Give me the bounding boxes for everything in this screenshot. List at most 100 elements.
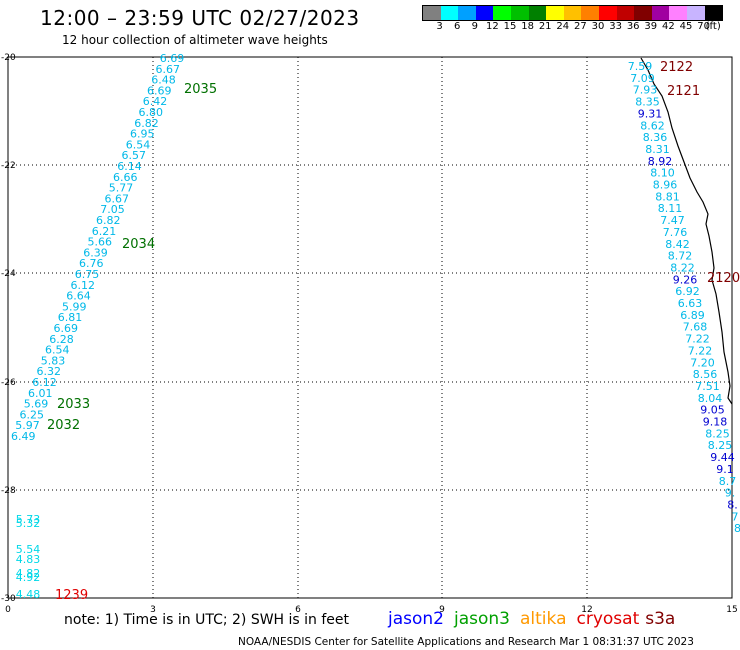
swh-value: 8. (727, 498, 738, 511)
colorbar-label: 45 (679, 21, 693, 32)
colorbar-swatch (423, 6, 441, 20)
swh-value: 6.54 (45, 344, 70, 357)
swh-value: 5.77 (109, 182, 134, 195)
swh-value: 7 (732, 510, 739, 523)
pass-time-label: 2122 (660, 60, 693, 75)
x-tick-label: 3 (150, 605, 156, 615)
swh-value: 6.39 (83, 246, 108, 259)
swh-value: 8.35 (635, 96, 660, 109)
swh-value: 6.32 (37, 365, 62, 378)
pass-time-label: 2033 (57, 397, 90, 412)
pass-time-label: 2035 (184, 82, 217, 97)
swh-value: 6.12 (71, 279, 96, 292)
swh-value: 6.48 (151, 74, 176, 87)
swh-value: 8.04 (698, 392, 723, 405)
pass-time-label: 2034 (122, 237, 155, 252)
swh-value: 7.68 (683, 321, 708, 334)
colorbar-swatch (475, 6, 494, 20)
colorbar-swatch (528, 6, 547, 20)
legend-satellite-altika: altika (520, 609, 567, 629)
swh-value: 9.05 (700, 404, 725, 417)
swh-value: 6.64 (66, 290, 91, 303)
colorbar-label: 12 (486, 21, 499, 32)
swh-value: 8.7 (719, 475, 737, 488)
colorbar-label: 3 (436, 21, 443, 32)
swh-value: 7.05 (100, 203, 125, 216)
swh-value: 6.69 (54, 322, 79, 335)
swh-value: 8.11 (658, 202, 683, 215)
map-subtitle: 12 hour collection of altimeter wave hei… (62, 33, 328, 47)
colorbar-swatch (598, 6, 617, 20)
swh-value: 8.81 (655, 190, 680, 203)
pass-time-label: 2032 (47, 418, 80, 433)
colorbar-label: 15 (503, 21, 517, 32)
x-tick-label: 0 (5, 605, 11, 615)
swh-value: 6.81 (58, 311, 83, 324)
legend-satellite-jason3: jason3 (454, 609, 510, 629)
colorbar-label: 24 (556, 21, 570, 32)
colorbar-swatch (634, 6, 652, 20)
swh-value: 6.92 (675, 285, 700, 298)
swh-value: 6.66 (113, 171, 138, 184)
colorbar-swatch (493, 6, 511, 20)
swh-value: 8.25 (708, 439, 733, 452)
colorbar-label: 42 (662, 21, 675, 32)
swh-value: 6.75 (75, 268, 100, 281)
colorbar-swatch (704, 6, 723, 20)
footer-credit: NOAA/NESDIS Center for Satellite Applica… (238, 636, 694, 648)
y-tick-label: -20 (1, 53, 16, 63)
swh-value: 6.63 (678, 297, 703, 310)
colorbar-label: 36 (626, 21, 640, 32)
colorbar-label: 21 (538, 21, 552, 32)
swh-value: 4.83 (16, 553, 41, 566)
swh-value: 6.54 (126, 138, 151, 151)
colorbar-label: 30 (591, 21, 605, 32)
swh-value: 9.26 (673, 273, 698, 286)
swh-value: 6.76 (79, 257, 104, 270)
footer-note: note: 1) Time is in UTC; 2) SWH is in fe… (64, 612, 350, 628)
legend-satellite-cryosat: cryosat (576, 609, 640, 629)
swh-value: 5.32 (16, 517, 41, 530)
colorbar-label: (ft) (705, 21, 721, 32)
swh-value: 6.25 (20, 408, 45, 421)
colorbar-swatch (563, 6, 582, 20)
swh-value: 8.92 (648, 155, 673, 168)
colorbar-swatch (686, 6, 705, 20)
legend-satellite-s3a: s3a (645, 609, 676, 629)
x-tick-label: 15 (726, 605, 737, 615)
swh-value: 6.80 (139, 106, 164, 119)
map-title: 12:00 – 23:59 UTC 02/27/2023 (40, 6, 360, 30)
swh-value: 9.1 (716, 463, 734, 476)
swh-value: 8.96 (653, 179, 678, 192)
pass-time-label: 2121 (667, 84, 700, 99)
colorbar-label: 27 (574, 21, 587, 32)
swh-value: 7.22 (688, 344, 713, 357)
swh-value: 9.44 (710, 451, 735, 464)
swh-value: 5.73 (16, 513, 41, 526)
swh-value: 5.99 (62, 300, 87, 313)
x-tick-label: 6 (295, 605, 301, 615)
y-tick-label: -26 (1, 378, 16, 388)
y-tick-label: -28 (1, 486, 16, 496)
pass-time-label: 2120 (707, 271, 740, 286)
colorbar-label: 18 (521, 21, 534, 32)
y-tick-label: -22 (1, 161, 16, 171)
swh-value: 5.97 (15, 419, 40, 432)
legend-satellite-jason2: jason2 (388, 609, 444, 629)
swh-value: 8.36 (643, 131, 668, 144)
swh-value: 7.20 (690, 356, 715, 369)
swh-value: 8.25 (705, 427, 730, 440)
swh-value: 4.48 (16, 588, 41, 601)
swh-value: 6.82 (96, 214, 121, 227)
x-tick-label: 9 (439, 605, 445, 615)
colorbar-swatch (458, 6, 476, 20)
swh-value: 5.54 (16, 543, 41, 556)
swh-value: 8.62 (640, 119, 665, 132)
swh-value: 6.82 (134, 117, 159, 130)
swh-value: 7.93 (633, 84, 658, 97)
swh-value: 7.51 (695, 380, 720, 393)
swh-value: 5.69 (24, 398, 49, 411)
swh-value: 6.21 (92, 225, 117, 238)
wave-height-colorbar (422, 5, 724, 21)
